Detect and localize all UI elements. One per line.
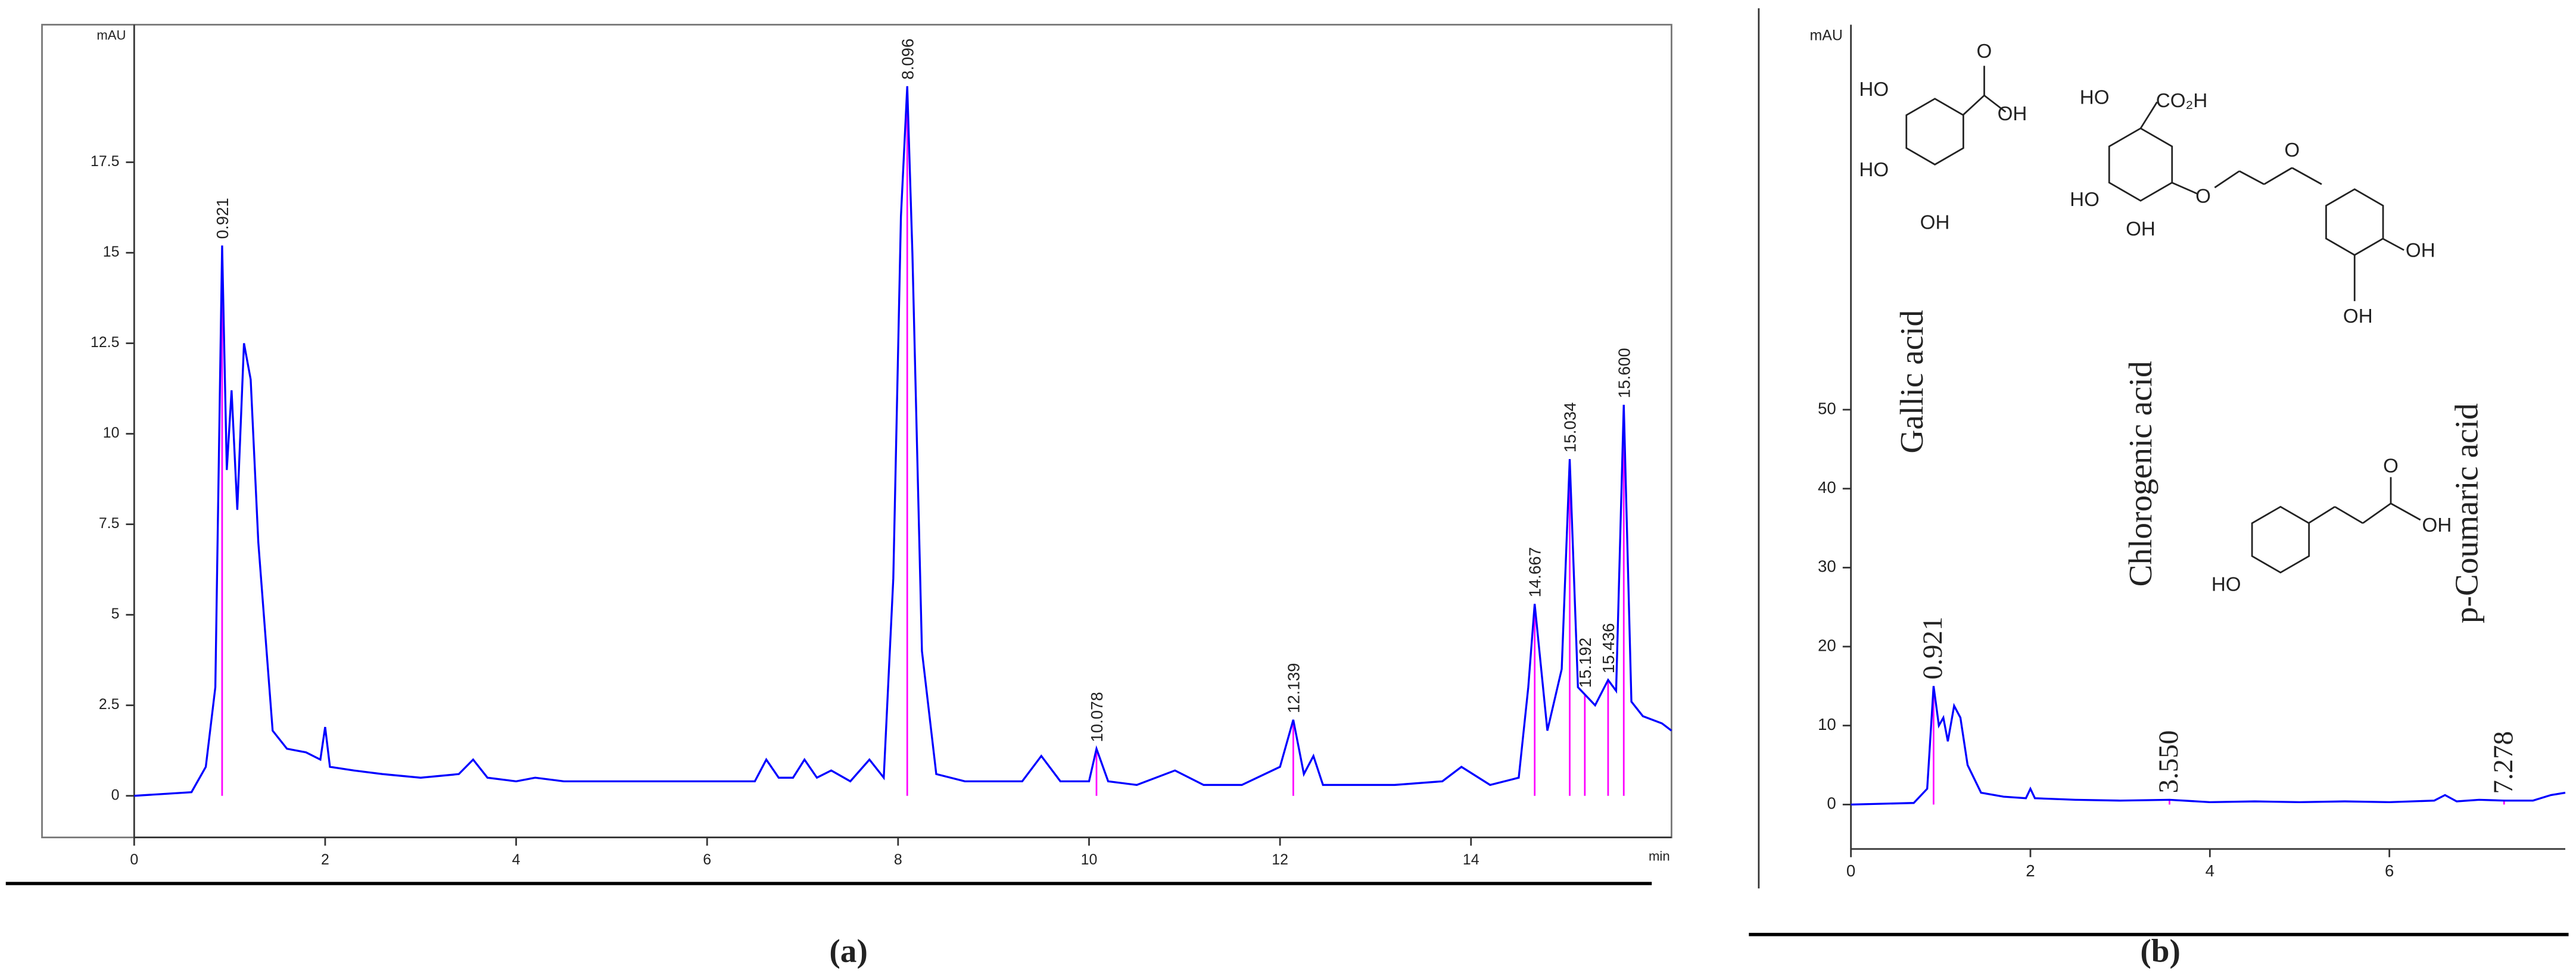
structure-bond: [2362, 502, 2391, 524]
peak-label: 0.921: [213, 198, 232, 239]
peak-label: 15.600: [1615, 348, 1633, 398]
y-tick-label: 2.5: [99, 696, 120, 713]
y-tick-label: 12.5: [91, 334, 119, 351]
y-tick-label: 0: [1827, 794, 1836, 813]
structure-bond: [2239, 170, 2264, 185]
x-tick-label: 6: [703, 851, 711, 868]
trace: [134, 86, 1672, 797]
structure-ring: [2251, 505, 2310, 574]
x-tick-label: 12: [1272, 851, 1288, 868]
structure-bond: [2291, 167, 2322, 185]
structure-ring: [1905, 98, 1964, 166]
structure-label: O: [2195, 185, 2211, 207]
peak-label: 0.921: [1917, 617, 1948, 680]
y-tick-label: 20: [1818, 636, 1836, 654]
peak-label: 10.078: [1088, 692, 1106, 742]
peak-label: 15.436: [1599, 623, 1618, 674]
y-tick-label: 30: [1818, 557, 1836, 576]
structure-label: HO: [2080, 87, 2110, 109]
structure-ring: [2108, 127, 2173, 202]
y-tick-label: 10: [1818, 715, 1836, 733]
caption: (a): [829, 933, 867, 969]
structure-bond: [2390, 502, 2421, 521]
compound-label: Chlorogenic acid: [2122, 361, 2158, 586]
y-tick-label: 7.5: [99, 515, 120, 532]
y-tick-label: 40: [1818, 478, 1836, 497]
structure-bond: [2214, 170, 2240, 189]
structure-label: HO: [2211, 574, 2241, 596]
trace: [1851, 686, 2566, 806]
x-tick-label: 2: [321, 851, 329, 868]
y-tick-label: 15: [103, 244, 120, 260]
plot-frame: [41, 24, 1672, 839]
peak-label: 15.192: [1576, 638, 1594, 688]
y-tick-label: 5: [111, 605, 120, 622]
structure-label: O: [1977, 40, 1992, 63]
compound-label: p-Coumaric acid: [2448, 403, 2484, 623]
x-tick-label: 2: [2026, 861, 2035, 880]
structure-label: CO₂H: [2156, 90, 2208, 112]
x-axis-label: min: [1649, 849, 1670, 864]
peak-label: 3.550: [2153, 731, 2184, 794]
peak-label: 14.667: [1526, 547, 1544, 598]
structure-label: OH: [1998, 103, 2027, 125]
y-tick-label: 0: [111, 786, 120, 803]
structure-bond: [1983, 95, 2007, 113]
structure-label: HO: [1859, 159, 1889, 181]
structure-bond: [2139, 101, 2158, 129]
y-tick-label: 17.5: [91, 153, 119, 170]
y-axis-label: mAU: [1810, 27, 1843, 43]
x-tick-label: 4: [512, 851, 521, 868]
peak-label: 8.096: [898, 39, 917, 80]
y-tick-label: 10: [103, 424, 120, 441]
structure-bond: [2334, 505, 2363, 524]
structure-bond: [1962, 95, 1985, 116]
structure-label: HO: [2070, 189, 2100, 211]
y-tick-label: 50: [1818, 399, 1836, 417]
structure-label: OH: [2406, 240, 2435, 262]
structure-label: O: [2383, 455, 2399, 477]
x-tick-label: 14: [1463, 851, 1479, 868]
structure-label: HO: [1859, 79, 1889, 101]
x-tick-label: 0: [130, 851, 138, 868]
x-tick-label: 0: [1846, 861, 1855, 880]
x-tick-label: 10: [1081, 851, 1098, 868]
caption: (b): [2140, 933, 2181, 969]
compound-label: Gallic acid: [1893, 310, 1930, 454]
structure-ring: [2325, 188, 2384, 256]
peak-label: 7.278: [2488, 731, 2519, 794]
structure-label: O: [2284, 139, 2300, 161]
y-axis-label: mAU: [96, 28, 126, 43]
structure-label: OH: [2126, 218, 2156, 241]
structure-label: OH: [2343, 305, 2373, 327]
structure-bond: [2308, 505, 2335, 524]
structure-bond: [2171, 182, 2199, 195]
x-tick-label: 4: [2206, 861, 2214, 880]
structure-bond: [2382, 238, 2404, 251]
structure-bond: [2263, 167, 2292, 185]
peak-label: 12.139: [1284, 663, 1303, 713]
structure-label: OH: [2422, 514, 2452, 536]
peak-label: 15.034: [1561, 402, 1580, 453]
x-tick-label: 6: [2385, 861, 2394, 880]
x-tick-label: 8: [894, 851, 902, 868]
structure-label: OH: [1920, 212, 1950, 234]
